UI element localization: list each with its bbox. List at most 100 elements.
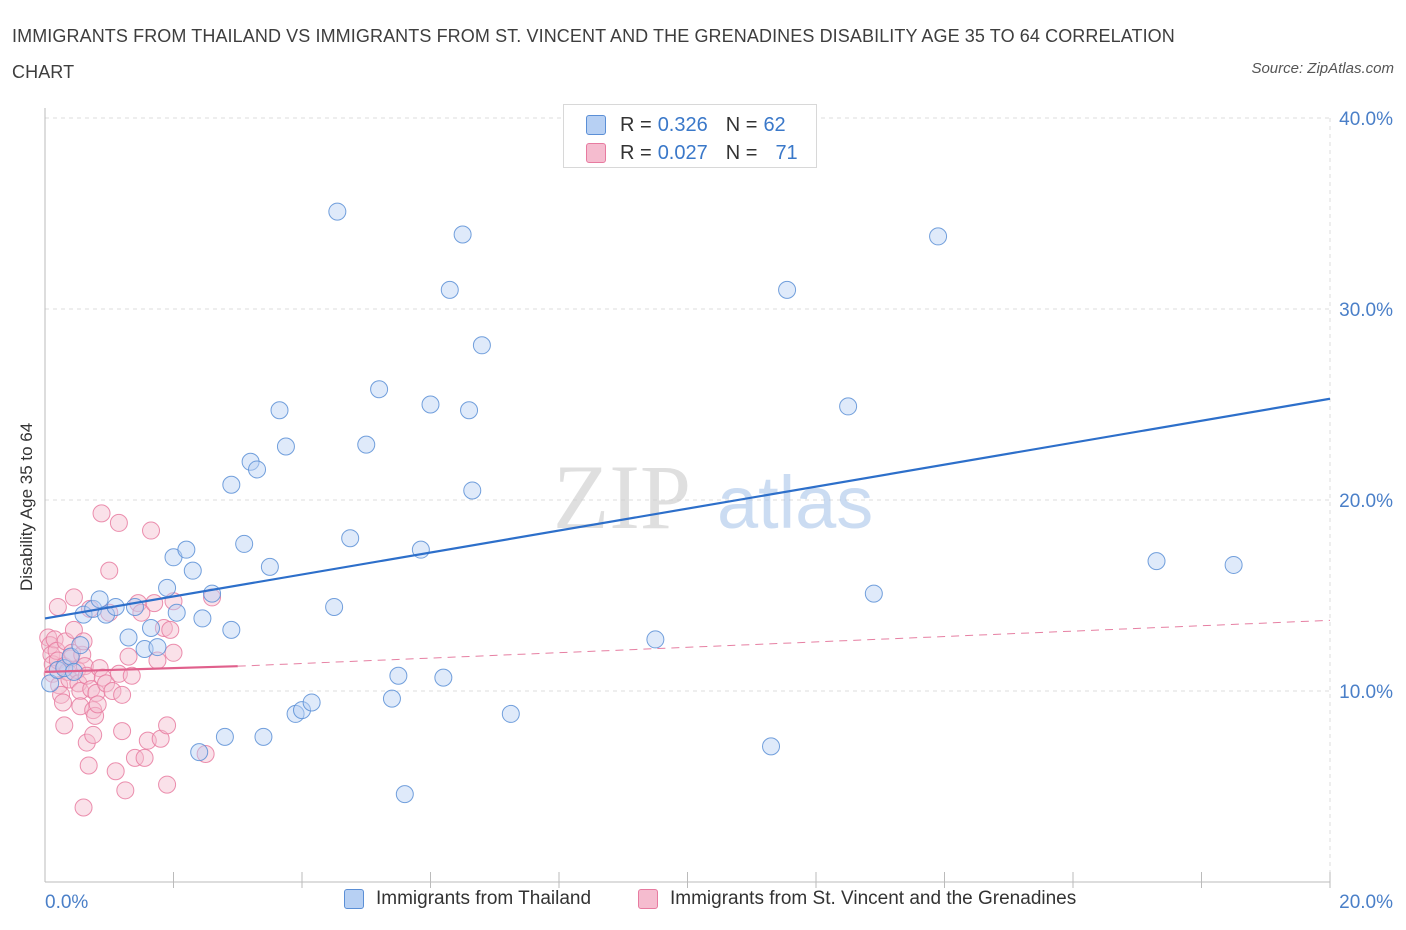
point-thailand <box>260 557 279 576</box>
point-thailand <box>142 618 161 637</box>
point-thailand <box>97 605 116 624</box>
point-st-vincent <box>122 666 141 685</box>
point-thailand <box>254 727 273 746</box>
legend-row-thailand: R = 0.326 N = 62 <box>586 111 786 139</box>
point-thailand <box>1147 552 1166 571</box>
point-st-vincent <box>39 628 58 647</box>
point-thailand <box>434 668 453 687</box>
series-legend-label: Immigrants from Thailand <box>376 888 592 909</box>
point-st-vincent <box>125 748 144 767</box>
point-thailand <box>341 529 360 548</box>
point-st-vincent <box>64 620 83 639</box>
point-thailand <box>235 534 254 553</box>
point-thailand <box>864 584 883 603</box>
legend-swatch-blue <box>586 115 606 135</box>
point-thailand <box>762 737 781 756</box>
point-st-vincent <box>88 695 107 714</box>
series-legend-st-vincent[interactable]: Immigrants from St. Vincent and the Gren… <box>638 888 1076 910</box>
point-st-vincent <box>55 716 74 735</box>
legend-r-value: 0.027 <box>657 141 708 164</box>
legend-row-st-vincent: R = 0.027 N = 71 <box>586 139 798 167</box>
legend-swatch-pink <box>586 143 606 163</box>
point-st-vincent <box>113 685 132 704</box>
axes <box>44 108 1331 888</box>
point-thailand <box>646 630 665 649</box>
point-thailand <box>90 590 109 609</box>
point-st-vincent <box>97 674 116 693</box>
trend-line-st-vincent-extrapolated <box>237 619 1331 667</box>
point-thailand <box>501 704 520 723</box>
point-thailand <box>460 401 479 420</box>
point-st-vincent <box>45 630 64 649</box>
point-thailand <box>119 628 138 647</box>
point-thailand <box>203 584 222 603</box>
legend-r-label: R = <box>620 113 652 136</box>
point-thailand <box>325 597 344 616</box>
point-thailand <box>421 395 440 414</box>
point-thailand <box>270 401 289 420</box>
watermark: ZIP atlas <box>553 446 873 548</box>
x-tick-label: 20.0% <box>1339 892 1393 913</box>
tick-labels: 10.0% 20.0% 30.0% 40.0% 0.0% 20.0% <box>45 109 1393 913</box>
series-legend-thailand[interactable]: Immigrants from Thailand <box>344 888 591 910</box>
series-swatch-blue <box>344 889 364 909</box>
point-st-vincent <box>142 521 161 540</box>
point-st-vincent <box>64 588 83 607</box>
correlation-legend: R = 0.326 N = 62 R = 0.027 N = 71 <box>563 104 817 168</box>
point-thailand <box>463 481 482 500</box>
point-st-vincent <box>161 620 180 639</box>
point-st-vincent <box>116 781 135 800</box>
y-axis-label: Disability Age 35 to 64 <box>17 423 36 591</box>
point-st-vincent <box>158 775 177 794</box>
point-st-vincent <box>145 594 164 613</box>
point-thailand <box>302 693 321 712</box>
series-legend-label: Immigrants from St. Vincent and the Gren… <box>670 888 1077 909</box>
point-thailand <box>453 225 472 244</box>
legend-n-value: 71 <box>775 141 798 164</box>
point-thailand <box>177 540 196 559</box>
series-legend: Immigrants from Thailand Immigrants from… <box>0 888 1406 918</box>
point-thailand <box>241 452 260 471</box>
point-thailand <box>41 674 60 693</box>
point-thailand <box>472 336 491 355</box>
legend-r-value: 0.326 <box>657 113 708 136</box>
point-thailand <box>183 561 202 580</box>
trend-line-st-vincent <box>44 665 238 673</box>
y-tick-label: 40.0% <box>1339 109 1393 130</box>
point-thailand <box>167 603 186 622</box>
point-thailand <box>222 620 241 639</box>
point-st-vincent <box>84 725 103 744</box>
point-st-vincent <box>154 618 173 637</box>
point-st-vincent <box>77 733 96 752</box>
point-thailand <box>440 280 459 299</box>
point-st-vincent <box>86 706 105 725</box>
point-st-vincent <box>74 798 93 817</box>
chart-title: IMMIGRANTS FROM THAILAND VS IMMIGRANTS F… <box>12 26 1175 82</box>
point-thailand <box>48 660 67 679</box>
point-st-vincent <box>87 683 106 702</box>
point-st-vincent <box>52 685 71 704</box>
point-thailand <box>71 636 90 655</box>
point-thailand <box>357 435 376 454</box>
y-tick-label: 10.0% <box>1339 682 1393 703</box>
point-thailand <box>222 475 241 494</box>
point-thailand <box>328 202 347 221</box>
point-st-vincent <box>79 756 98 775</box>
point-st-vincent <box>53 693 72 712</box>
point-thailand <box>1224 555 1243 574</box>
data-points <box>39 202 1243 817</box>
y-tick-label: 20.0% <box>1339 491 1393 512</box>
trend-lines <box>44 397 1331 673</box>
point-thailand <box>293 701 311 720</box>
legend-n-label: N = <box>725 141 758 164</box>
legend-n-value: 62 <box>763 113 786 136</box>
point-thailand <box>370 380 389 399</box>
point-thailand <box>61 647 80 666</box>
point-st-vincent <box>158 716 177 735</box>
point-st-vincent <box>196 745 215 764</box>
point-thailand <box>215 727 234 746</box>
point-thailand <box>193 609 212 628</box>
point-thailand <box>148 638 167 657</box>
legend-n-label: N = <box>725 113 758 136</box>
